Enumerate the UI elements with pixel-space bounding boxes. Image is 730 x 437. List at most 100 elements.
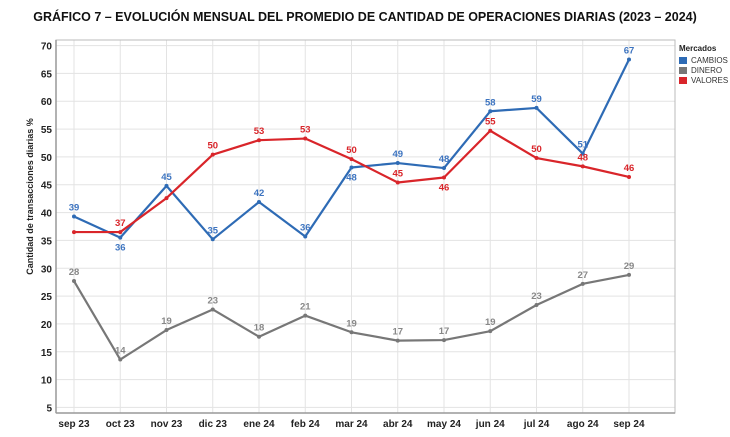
data-label-cambios: 39 (69, 202, 80, 213)
data-label-valores: 50 (531, 144, 542, 155)
x-tick-label: oct 23 (106, 419, 135, 430)
data-point-cambios (72, 214, 76, 219)
data-point-valores (627, 174, 631, 179)
x-tick-label: mar 24 (335, 419, 368, 430)
data-point-valores (442, 175, 446, 180)
data-label-cambios: 58 (485, 97, 496, 108)
data-point-cambios (118, 235, 123, 240)
data-label-cambios: 59 (531, 94, 542, 105)
data-point-valores (534, 156, 539, 161)
data-point-cambios (349, 165, 354, 170)
data-label-dinero: 14 (115, 346, 126, 357)
x-tick-label: jul 24 (523, 419, 550, 430)
data-point-dinero (488, 329, 493, 334)
x-tick-label: abr 24 (383, 419, 413, 430)
y-tick-label: 65 (41, 69, 53, 80)
data-point-dinero (210, 307, 215, 312)
data-point-cambios (164, 183, 169, 188)
data-point-valores (72, 230, 76, 235)
data-point-dinero (349, 330, 354, 335)
data-point-dinero (627, 272, 631, 277)
x-tick-label: sep 24 (613, 419, 645, 430)
x-tick-label: nov 23 (151, 419, 183, 430)
y-tick-label: 5 (46, 403, 52, 414)
data-point-cambios (534, 105, 539, 110)
data-label-cambios: 42 (254, 188, 265, 199)
data-label-dinero: 27 (577, 270, 588, 281)
data-point-dinero (257, 334, 261, 339)
data-label-valores: 45 (392, 169, 403, 180)
y-axis-label: Cantidad de transacciones diarias % (25, 118, 35, 275)
legend-title: Mercados (679, 44, 717, 53)
data-label-cambios: 67 (624, 45, 635, 56)
legend-swatch (679, 56, 687, 64)
legend: Mercados CAMBIOS DINERO VALORES (679, 44, 728, 85)
y-tick-label: 55 (41, 125, 53, 136)
y-tick-label: 60 (41, 97, 53, 108)
data-label-cambios: 35 (207, 225, 218, 236)
data-label-dinero: 21 (300, 302, 311, 313)
plot-frame (55, 39, 676, 414)
data-label-valores: 53 (254, 126, 265, 137)
data-point-cambios (580, 151, 585, 156)
data-label-valores: 50 (346, 145, 357, 156)
data-label-cambios: 49 (392, 149, 403, 160)
data-point-dinero (442, 338, 446, 343)
data-point-dinero (72, 279, 76, 284)
data-label-cambios: 48 (346, 172, 357, 183)
y-tick-label: 35 (41, 236, 53, 247)
data-label-dinero: 29 (624, 261, 635, 272)
data-point-valores (303, 136, 308, 141)
y-tick-label: 30 (41, 264, 53, 275)
data-label-valores: 50 (207, 141, 218, 152)
data-point-cambios (303, 234, 308, 239)
y-tick-label: 45 (41, 181, 53, 192)
data-point-dinero (580, 281, 585, 286)
data-label-cambios: 36 (115, 243, 126, 254)
data-label-dinero: 19 (161, 316, 172, 327)
y-tick-label: 40 (41, 209, 53, 220)
legend-item-dinero: DINERO (679, 65, 728, 75)
legend-label: VALORES (691, 75, 729, 85)
data-label-valores: 46 (439, 183, 450, 194)
data-label-dinero: 19 (346, 318, 357, 329)
data-point-cambios (257, 200, 261, 205)
data-point-valores (488, 128, 493, 133)
x-tick-label: dic 23 (199, 419, 228, 430)
data-point-dinero (164, 328, 169, 333)
data-point-dinero (303, 313, 308, 318)
data-point-valores (580, 164, 585, 169)
data-label-cambios: 36 (300, 223, 311, 234)
data-label-dinero: 23 (531, 291, 542, 302)
data-point-valores (257, 138, 261, 143)
x-tick-label: may 24 (427, 419, 461, 430)
y-tick-label: 15 (41, 348, 53, 359)
legend-item-cambios: CAMBIOS (679, 55, 728, 65)
data-label-dinero: 18 (254, 323, 265, 334)
data-point-cambios (627, 57, 631, 62)
data-label-dinero: 23 (207, 295, 218, 306)
legend-label: DINERO (691, 65, 723, 75)
legend-swatch (679, 66, 687, 74)
legend-label: CAMBIOS (691, 55, 728, 65)
data-label-dinero: 17 (439, 326, 450, 337)
data-label-cambios: 45 (161, 172, 172, 183)
x-tick-label: jun 24 (475, 419, 505, 430)
x-tick-label: feb 24 (291, 419, 320, 430)
data-point-valores (164, 196, 169, 201)
data-point-cambios (488, 109, 493, 114)
y-tick-label: 70 (41, 42, 53, 53)
data-label-valores: 55 (485, 117, 496, 128)
data-point-dinero (534, 302, 539, 307)
legend-item-valores: VALORES (679, 75, 728, 85)
data-point-dinero (395, 338, 400, 343)
data-label-valores: 53 (300, 125, 311, 136)
data-point-cambios (210, 237, 215, 242)
data-point-valores (349, 157, 354, 162)
data-point-valores (118, 230, 123, 235)
data-label-valores: 37 (115, 218, 126, 229)
data-point-valores (210, 152, 215, 157)
data-label-dinero: 17 (392, 327, 403, 338)
data-point-cambios (395, 161, 400, 166)
